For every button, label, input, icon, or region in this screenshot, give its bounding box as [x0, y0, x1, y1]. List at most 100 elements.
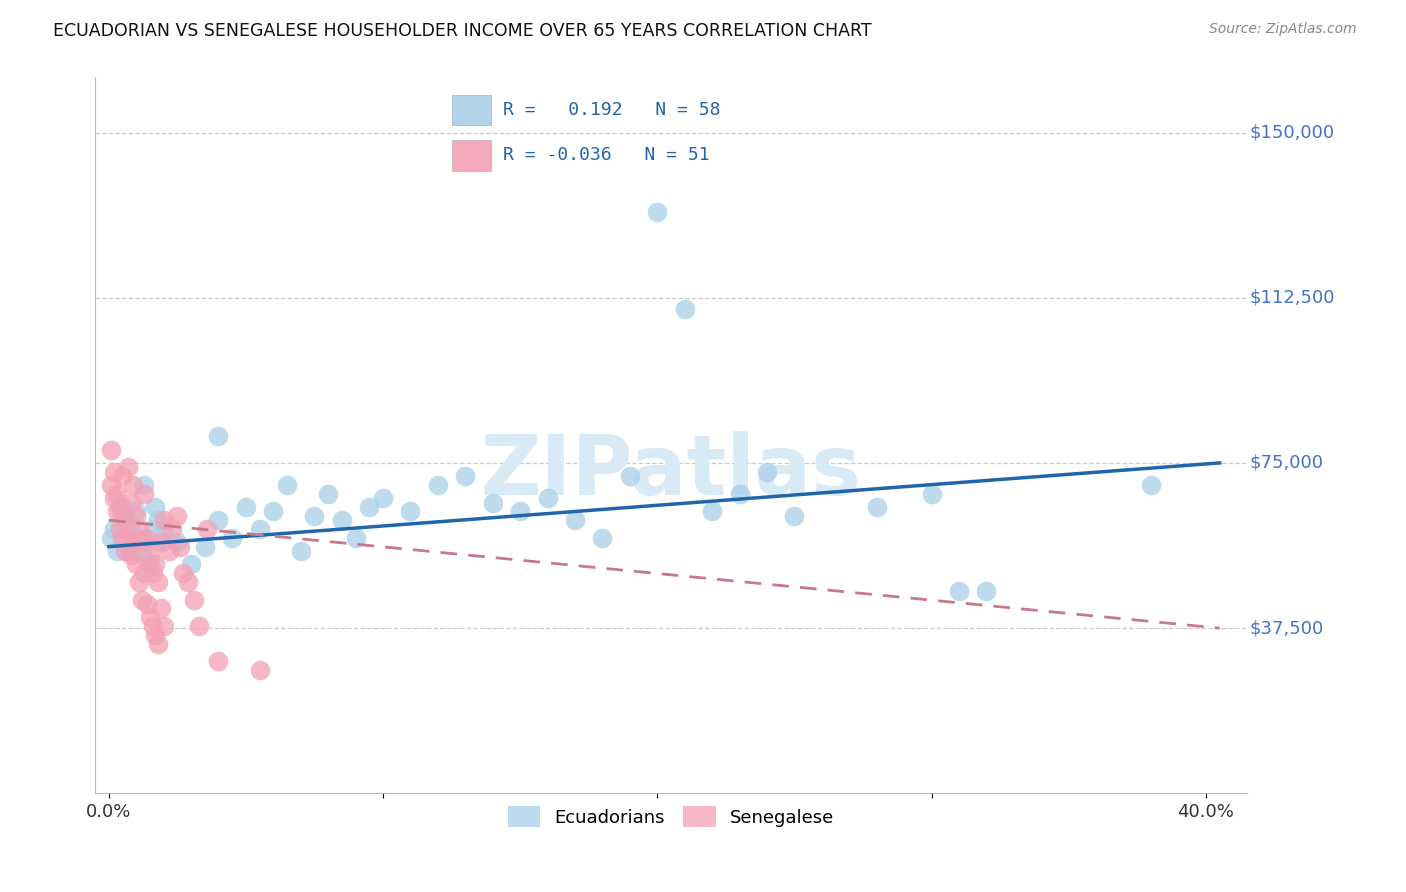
Point — [105, 487, 128, 501]
Point — [108, 522, 131, 536]
Point — [125, 508, 148, 523]
Point — [125, 504, 148, 518]
Point — [564, 513, 586, 527]
Point — [111, 500, 134, 514]
Point — [120, 522, 142, 536]
Point — [111, 469, 134, 483]
Point — [120, 549, 142, 563]
Text: $75,000: $75,000 — [1250, 454, 1323, 472]
Point — [149, 535, 172, 549]
Point — [249, 663, 271, 677]
Point — [131, 549, 153, 563]
Point — [194, 540, 217, 554]
Text: ZIPatlas: ZIPatlas — [481, 431, 862, 512]
Point — [125, 558, 148, 572]
Point — [702, 504, 724, 518]
Point — [166, 508, 188, 523]
Point — [371, 491, 394, 505]
Point — [122, 478, 145, 492]
Point — [100, 442, 122, 457]
Point — [290, 544, 312, 558]
Point — [100, 531, 122, 545]
Point — [728, 487, 751, 501]
Point — [976, 583, 998, 598]
Point — [134, 566, 156, 580]
Point — [103, 465, 125, 479]
Point — [177, 574, 200, 589]
Point — [134, 478, 156, 492]
Point — [128, 574, 150, 589]
Point — [157, 544, 180, 558]
Point — [117, 544, 139, 558]
Point — [139, 558, 162, 572]
Text: ECUADORIAN VS SENEGALESE HOUSEHOLDER INCOME OVER 65 YEARS CORRELATION CHART: ECUADORIAN VS SENEGALESE HOUSEHOLDER INC… — [53, 22, 872, 40]
Point — [866, 500, 889, 514]
Point — [673, 301, 696, 316]
Point — [131, 592, 153, 607]
Point — [143, 628, 166, 642]
Point — [948, 583, 970, 598]
Point — [105, 544, 128, 558]
Point — [399, 504, 422, 518]
Point — [100, 478, 122, 492]
Point — [207, 513, 229, 527]
Point — [183, 592, 205, 607]
Point — [249, 522, 271, 536]
Point — [262, 504, 284, 518]
Point — [166, 535, 188, 549]
Point — [756, 465, 779, 479]
Point — [619, 469, 641, 483]
Bar — [451, 95, 491, 126]
Point — [172, 566, 194, 580]
Point — [316, 487, 339, 501]
Point — [1140, 478, 1163, 492]
Point — [108, 513, 131, 527]
Point — [160, 522, 183, 536]
Point — [146, 513, 169, 527]
Text: Source: ZipAtlas.com: Source: ZipAtlas.com — [1209, 22, 1357, 37]
Point — [108, 500, 131, 514]
Point — [921, 487, 943, 501]
Legend: Ecuadorians, Senegalese: Ecuadorians, Senegalese — [501, 799, 842, 834]
Point — [359, 500, 381, 514]
Text: R = -0.036   N = 51: R = -0.036 N = 51 — [503, 146, 710, 164]
Point — [117, 531, 139, 545]
Point — [103, 491, 125, 505]
Point — [122, 535, 145, 549]
Point — [114, 513, 136, 527]
Point — [207, 654, 229, 668]
Point — [180, 558, 202, 572]
Point — [330, 513, 353, 527]
Point — [536, 491, 558, 505]
Point — [149, 601, 172, 615]
Point — [139, 549, 162, 563]
Point — [426, 478, 449, 492]
Point — [136, 535, 159, 549]
Point — [221, 531, 243, 545]
Point — [454, 469, 477, 483]
Point — [149, 535, 172, 549]
Point — [117, 460, 139, 475]
Point — [143, 558, 166, 572]
Point — [105, 504, 128, 518]
Point — [783, 508, 806, 523]
Point — [120, 495, 142, 509]
Point — [235, 500, 257, 514]
Point — [146, 574, 169, 589]
Point — [197, 522, 219, 536]
Point — [111, 531, 134, 545]
Point — [142, 619, 165, 633]
Point — [344, 531, 367, 545]
Point — [103, 522, 125, 536]
Point — [131, 535, 153, 549]
Point — [276, 478, 298, 492]
Point — [134, 487, 156, 501]
Point — [304, 508, 326, 523]
Point — [152, 522, 174, 536]
Text: $150,000: $150,000 — [1250, 123, 1334, 142]
Point — [136, 531, 159, 545]
Point — [169, 540, 191, 554]
Point — [188, 619, 211, 633]
Point — [152, 513, 174, 527]
Point — [114, 508, 136, 523]
